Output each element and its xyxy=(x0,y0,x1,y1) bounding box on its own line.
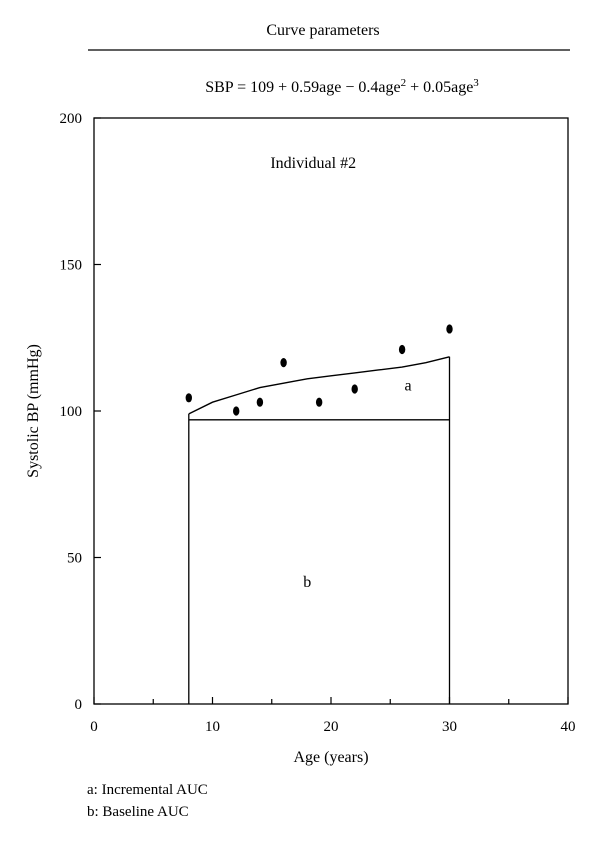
eq-lhs: SBP xyxy=(205,79,234,96)
plot-frame xyxy=(93,117,569,705)
eq-term-2: 0.4age xyxy=(358,79,400,96)
data-point xyxy=(233,406,240,416)
eq-plus-1: + xyxy=(278,79,287,96)
x-tick-label: 30 xyxy=(442,719,457,735)
eq-term-1: 0.59age xyxy=(291,79,341,96)
x-axis-label: Age (years) xyxy=(293,749,368,766)
y-axis-label: Systolic BP (mmHg) xyxy=(25,344,42,478)
data-point xyxy=(351,384,358,394)
region-annotations: ab xyxy=(303,377,411,590)
observations xyxy=(185,324,453,416)
eq-equals: = xyxy=(237,79,246,96)
chart-title: Individual #2 xyxy=(270,155,356,172)
y-axis: 0 50 100 150 200 xyxy=(60,111,101,713)
legend: a: Incremental AUC b: Baseline AUC xyxy=(87,779,208,823)
data-point xyxy=(185,393,192,403)
x-tick-label: 10 xyxy=(205,719,220,735)
data-point xyxy=(315,397,323,407)
data-point xyxy=(446,324,453,334)
eq-sup-3: 3 xyxy=(473,77,479,89)
x-tick-label: 0 xyxy=(90,719,98,735)
y-tick-label: 100 xyxy=(60,404,83,420)
eq-c0: 109 xyxy=(250,79,274,96)
legend-item-incremental-auc: a: Incremental AUC xyxy=(87,782,208,798)
eq-plus-2: + xyxy=(410,79,419,96)
y-tick-label: 0 xyxy=(75,697,83,713)
data-point xyxy=(398,344,406,355)
legend-item-baseline-auc: b: Baseline AUC xyxy=(87,804,189,820)
y-tick-label: 150 xyxy=(60,258,83,274)
header-title: Curve parameters xyxy=(266,22,379,39)
eq-minus: − xyxy=(345,79,354,96)
x-tick-label: 20 xyxy=(324,719,339,735)
equation: SBP = 109 + 0.59age − 0.4age2 + 0.05age3 xyxy=(205,73,479,96)
y-tick-label: 50 xyxy=(67,551,82,567)
fitted-curve xyxy=(188,356,450,415)
data-point xyxy=(280,358,287,368)
y-tick-label: 200 xyxy=(60,111,83,127)
x-tick-label: 40 xyxy=(561,719,576,735)
data-point xyxy=(256,397,264,407)
auc-region xyxy=(188,356,451,704)
eq-sup-2: 2 xyxy=(401,77,407,89)
annotation-b: b xyxy=(303,574,311,591)
x-axis: 0 10 20 30 40 xyxy=(90,697,576,735)
eq-term-3: 0.05age xyxy=(423,79,473,96)
annotation-a: a xyxy=(404,377,411,394)
fitted-curve-line xyxy=(188,356,450,415)
